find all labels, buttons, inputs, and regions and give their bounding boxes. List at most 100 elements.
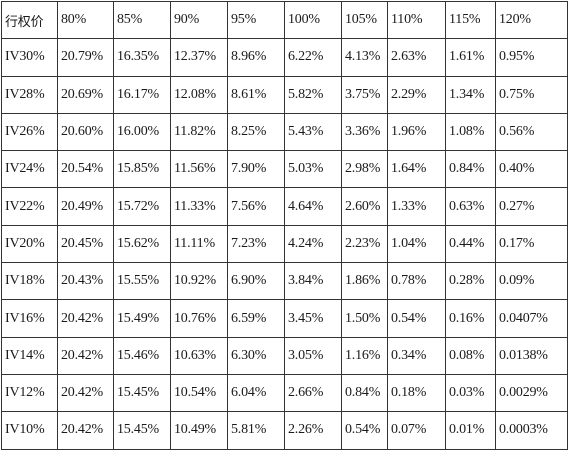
table-cell: 0.75% — [495, 75, 568, 114]
table-cell: 0.18% — [387, 373, 446, 413]
table-cell: 20.49% — [57, 187, 114, 226]
row-label: IV14% — [1, 336, 58, 375]
table-cell: 10.54% — [170, 373, 228, 413]
table-cell: 1.61% — [445, 38, 496, 77]
table-cell: 8.25% — [227, 112, 285, 152]
table-cell: 6.90% — [227, 262, 285, 301]
row-label: IV20% — [1, 224, 58, 264]
table-cell: 15.62% — [113, 224, 171, 264]
row-label: IV12% — [1, 373, 58, 413]
table-cell: 20.42% — [57, 299, 114, 338]
column-header: 120% — [495, 0, 568, 40]
table-cell: 20.45% — [57, 224, 114, 264]
row-label: IV30% — [1, 38, 58, 77]
table-cell: 6.22% — [284, 38, 342, 77]
table-cell: 0.09% — [495, 262, 568, 301]
table-row: IV28% 20.69% 16.17% 12.08% 8.61% 5.82% 3.75% 2.… — [1, 75, 568, 114]
table-cell: 20.42% — [57, 373, 114, 413]
table-cell: 8.96% — [227, 38, 285, 77]
table-cell: 4.64% — [284, 187, 342, 226]
table-cell: 5.43% — [284, 112, 342, 152]
table-cell: 20.42% — [57, 336, 114, 375]
table-cell: 0.07% — [387, 411, 446, 450]
table-row: IV26% 20.60% 16.00% 11.82% 8.25% 5.43% 3.36% 1.… — [1, 112, 568, 152]
corner-header: 行权价 — [1, 0, 58, 40]
table-cell: 15.45% — [113, 373, 171, 413]
table-cell: 4.24% — [284, 224, 342, 264]
row-label: IV24% — [1, 150, 58, 189]
table-cell: 4.13% — [341, 38, 388, 77]
table-cell: 20.43% — [57, 262, 114, 301]
table-cell: 2.60% — [341, 187, 388, 226]
header-row: 行权价 80% 85% 90% 95% 100% 105% 110% 115% 120% — [1, 0, 568, 40]
table-cell: 20.69% — [57, 75, 114, 114]
table-cell: 5.82% — [284, 75, 342, 114]
table-cell: 7.56% — [227, 187, 285, 226]
table-cell: 0.0029% — [495, 373, 568, 413]
table-row: IV22% 20.49% 15.72% 11.33% 7.56% 4.64% 2.60% 1.… — [1, 187, 568, 226]
table-cell: 0.01% — [445, 411, 496, 450]
table-cell: 3.05% — [284, 336, 342, 375]
table-cell: 15.55% — [113, 262, 171, 301]
table-cell: 0.28% — [445, 262, 496, 301]
table-cell: 1.16% — [341, 336, 388, 375]
table-cell: 3.84% — [284, 262, 342, 301]
table-cell: 0.56% — [495, 112, 568, 152]
table-cell: 11.33% — [170, 187, 228, 226]
row-label: IV26% — [1, 112, 58, 152]
table-row: IV24% 20.54% 15.85% 11.56% 7.90% 5.03% 2.98% 1.… — [1, 150, 568, 189]
table-cell: 11.56% — [170, 150, 228, 189]
table-cell: 0.84% — [341, 373, 388, 413]
table-cell: 11.82% — [170, 112, 228, 152]
table-cell: 10.63% — [170, 336, 228, 375]
table-row: IV16% 20.42% 15.49% 10.76% 6.59% 3.45% 1.50% 0.… — [1, 299, 568, 338]
table-cell: 2.26% — [284, 411, 342, 450]
table-cell: 2.29% — [387, 75, 446, 114]
table-cell: 10.49% — [170, 411, 228, 450]
table-cell: 0.84% — [445, 150, 496, 189]
table-cell: 0.17% — [495, 224, 568, 264]
table-cell: 0.54% — [341, 411, 388, 450]
table-cell: 0.34% — [387, 336, 446, 375]
table-cell: 2.23% — [341, 224, 388, 264]
table-cell: 10.92% — [170, 262, 228, 301]
table-cell: 15.49% — [113, 299, 171, 338]
column-header: 85% — [113, 0, 171, 40]
table-body: IV30% 20.79% 16.35% 12.37% 8.96% 6.22% 4.13% 2.… — [1, 38, 568, 450]
table-cell: 0.78% — [387, 262, 446, 301]
row-label: IV10% — [1, 411, 58, 450]
table-cell: 1.86% — [341, 262, 388, 301]
table-cell: 2.98% — [341, 150, 388, 189]
column-header: 115% — [445, 0, 496, 40]
column-header: 100% — [284, 0, 342, 40]
table-cell: 0.63% — [445, 187, 496, 226]
table-cell: 0.27% — [495, 187, 568, 226]
table-cell: 0.16% — [445, 299, 496, 338]
table-row: IV14% 20.42% 15.46% 10.63% 6.30% 3.05% 1.16% 0.… — [1, 336, 568, 375]
table-cell: 20.60% — [57, 112, 114, 152]
table-cell: 12.08% — [170, 75, 228, 114]
table-row: IV30% 20.79% 16.35% 12.37% 8.96% 6.22% 4.13% 2.… — [1, 38, 568, 77]
table-cell: 12.37% — [170, 38, 228, 77]
table-cell: 0.95% — [495, 38, 568, 77]
table-cell: 20.54% — [57, 150, 114, 189]
table-cell: 0.0407% — [495, 299, 568, 338]
table-row: IV12% 20.42% 15.45% 10.54% 6.04% 2.66% 0.84% 0.… — [1, 373, 568, 413]
table-cell: 0.0003% — [495, 411, 568, 450]
table-cell: 0.54% — [387, 299, 446, 338]
table-cell: 0.0138% — [495, 336, 568, 375]
column-header: 110% — [387, 0, 446, 40]
row-label: IV28% — [1, 75, 58, 114]
table-cell: 3.75% — [341, 75, 388, 114]
table-cell: 16.00% — [113, 112, 171, 152]
table-cell: 3.45% — [284, 299, 342, 338]
table-cell: 2.63% — [387, 38, 446, 77]
table-cell: 0.44% — [445, 224, 496, 264]
column-header: 90% — [170, 0, 228, 40]
column-header: 80% — [57, 0, 114, 40]
table-cell: 1.96% — [387, 112, 446, 152]
table-row: IV10% 20.42% 15.45% 10.49% 5.81% 2.26% 0.54% 0.… — [1, 411, 568, 450]
table-cell: 3.36% — [341, 112, 388, 152]
table-cell: 2.66% — [284, 373, 342, 413]
row-label: IV16% — [1, 299, 58, 338]
